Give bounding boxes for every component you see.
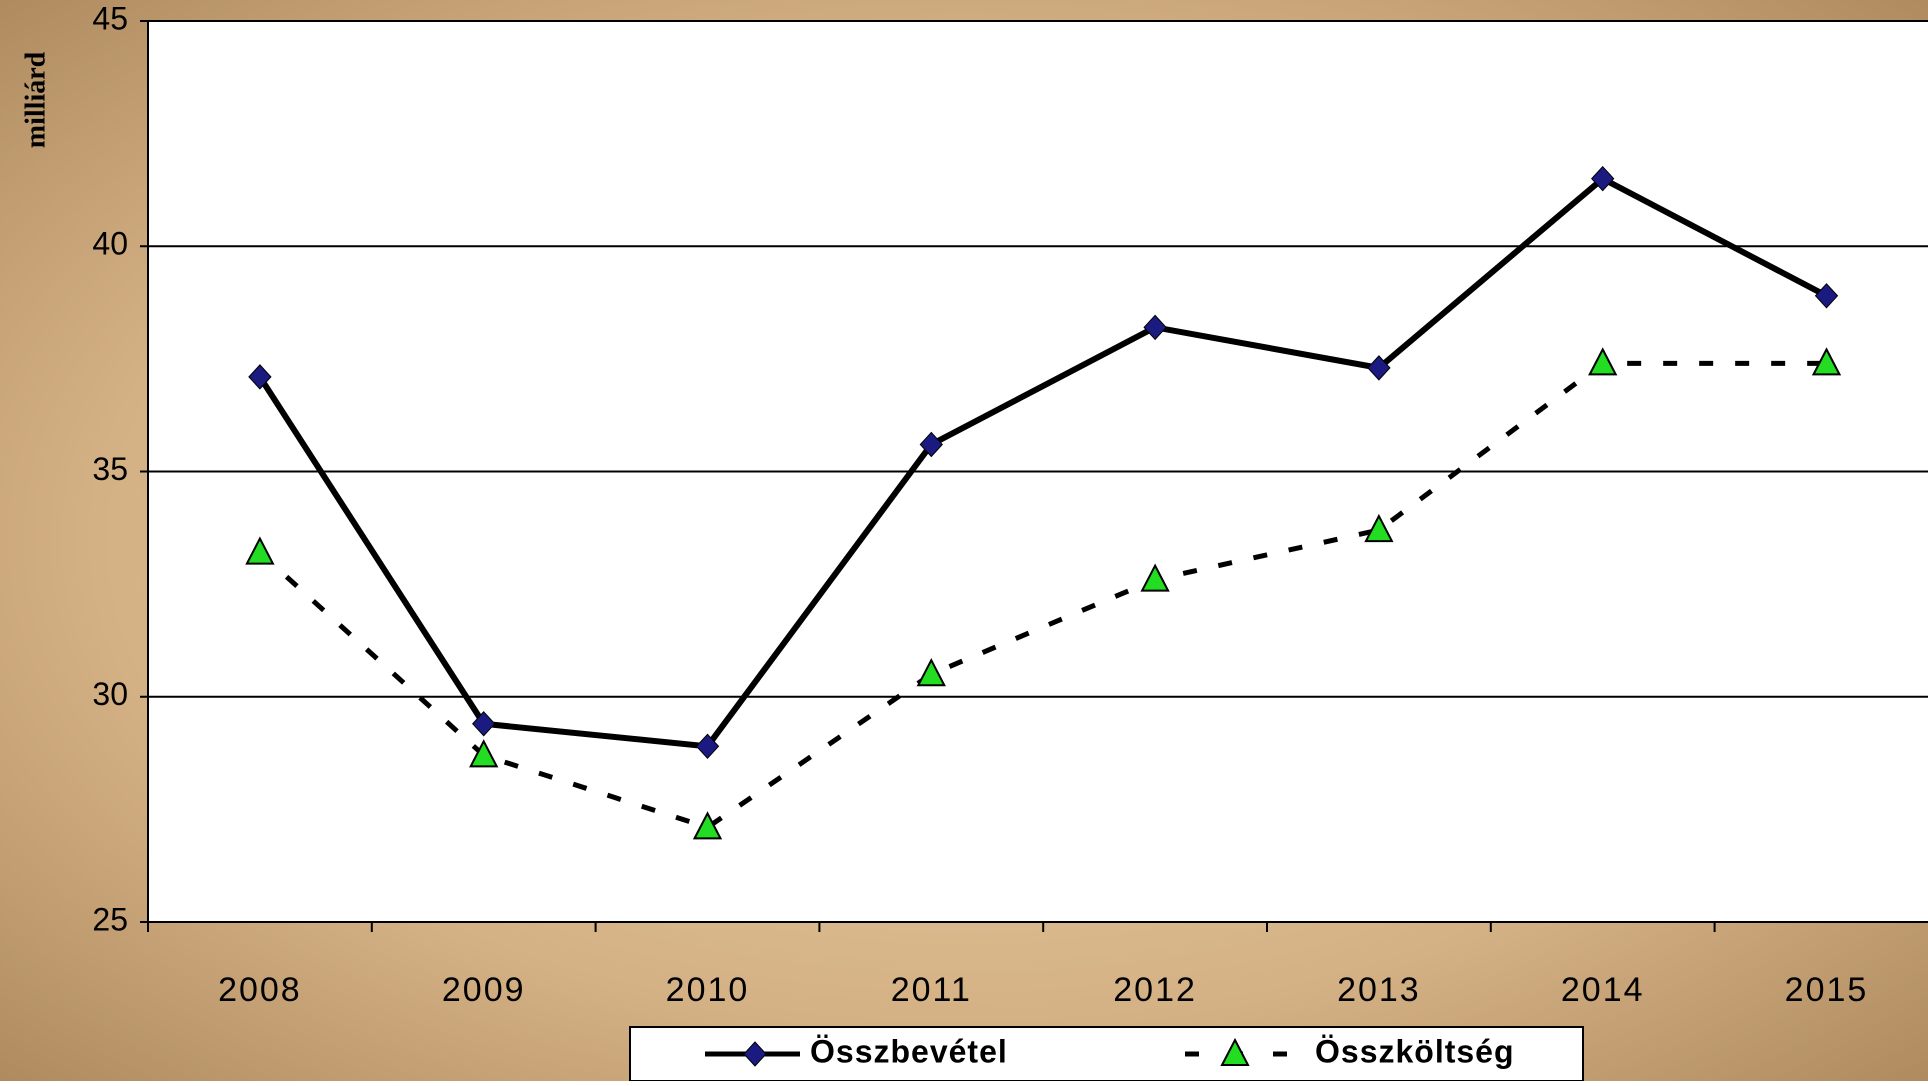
x-tick-label: 2015 bbox=[1785, 971, 1869, 1009]
data-point bbox=[1814, 283, 1839, 309]
y-tick-label: 30 bbox=[92, 676, 128, 712]
y-axis-label: milliárd bbox=[20, 51, 51, 148]
legend-label: Összköltség bbox=[1315, 1033, 1515, 1069]
x-tick-label: 2013 bbox=[1337, 971, 1421, 1009]
data-point bbox=[472, 711, 496, 737]
legend-label: Összbevétel bbox=[810, 1033, 1008, 1069]
data-point bbox=[248, 364, 272, 390]
data-point bbox=[1811, 347, 1842, 376]
x-tick-label: 2008 bbox=[218, 971, 302, 1009]
y-tick-label: 25 bbox=[92, 901, 128, 937]
x-tick-label: 2012 bbox=[1113, 971, 1197, 1009]
data-point bbox=[245, 536, 275, 565]
x-tick-label: 2011 bbox=[891, 971, 972, 1009]
x-tick-label: 2009 bbox=[442, 971, 526, 1009]
data-point bbox=[692, 811, 723, 840]
data-point bbox=[1140, 563, 1170, 592]
legend-marker bbox=[743, 1041, 767, 1067]
legend-marker bbox=[1220, 1037, 1250, 1066]
data-point bbox=[919, 431, 943, 458]
data-point bbox=[469, 739, 499, 768]
y-tick-label: 45 bbox=[92, 0, 128, 36]
data-point bbox=[695, 733, 720, 760]
series-line bbox=[257, 175, 1828, 750]
data-point bbox=[1588, 347, 1618, 376]
x-tick-label: 2010 bbox=[666, 971, 750, 1009]
data-point bbox=[1143, 314, 1167, 341]
data-point bbox=[916, 658, 946, 687]
data-point bbox=[1367, 355, 1391, 381]
series-line bbox=[258, 360, 1827, 831]
x-tick-label: 2014 bbox=[1561, 971, 1645, 1009]
data-point bbox=[1364, 513, 1394, 543]
data-point bbox=[1591, 165, 1615, 192]
y-tick-label: 40 bbox=[92, 226, 128, 262]
y-tick-label: 35 bbox=[92, 451, 128, 487]
